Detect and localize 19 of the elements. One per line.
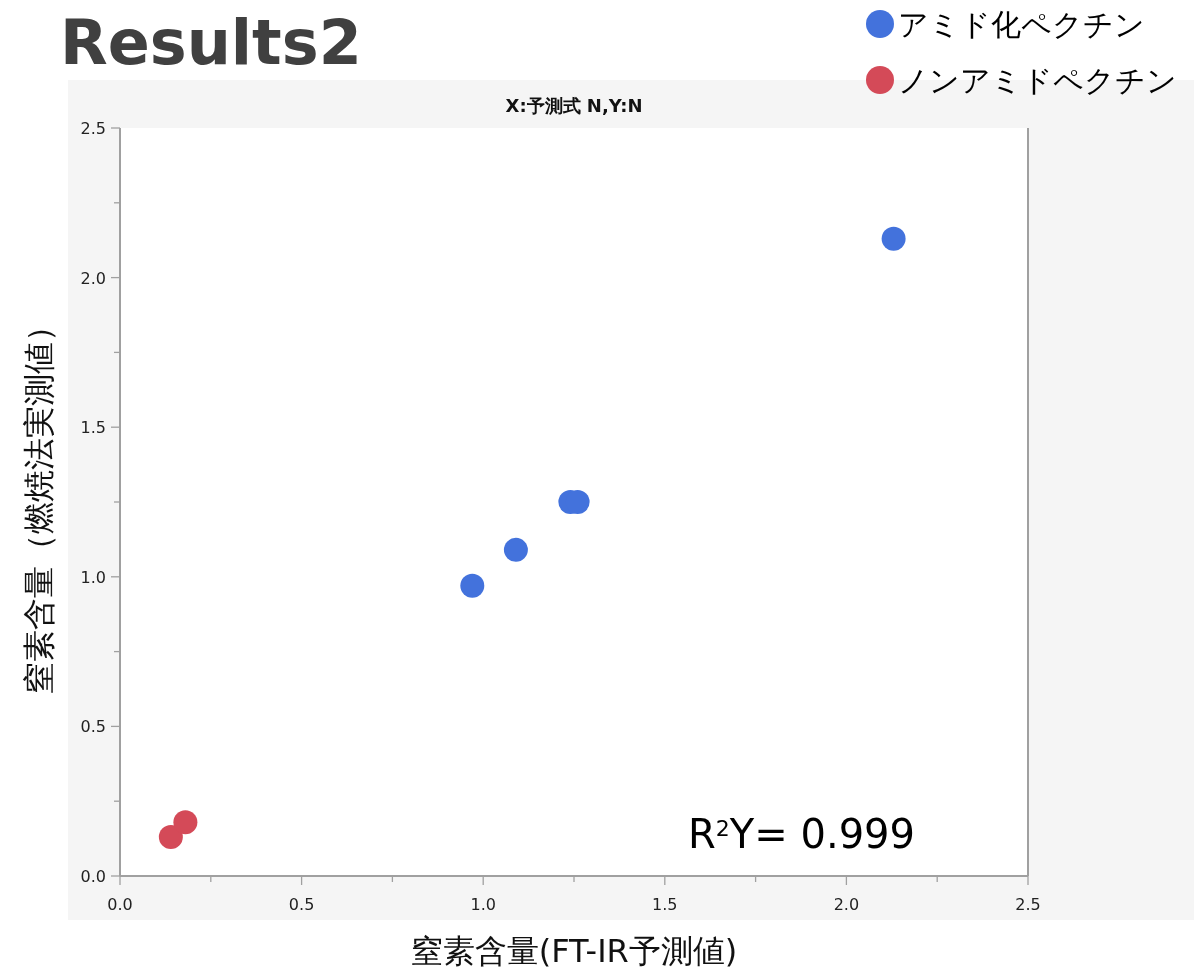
- x-tick-label: 2.5: [1015, 895, 1041, 914]
- chart-subtitle: X:予測式 N,Y:N: [505, 95, 643, 116]
- y-tick-label: 0.5: [80, 717, 106, 737]
- y-tick-label: 2.5: [80, 119, 106, 138]
- annotation: R$^{2}$Y= 0.999: [688, 811, 915, 857]
- x-axis-title: 窒素含量(FT-IR予測値): [410, 932, 738, 970]
- x-tick-label: 0.5: [288, 895, 315, 914]
- x-tick-label: 2.0: [833, 895, 860, 914]
- x-tick-label: 1.5: [652, 895, 678, 914]
- y-tick-label: 1.0: [80, 567, 106, 587]
- y-tick-label: 1.5: [80, 418, 106, 438]
- legend-label: ノンアミドペクチン: [898, 63, 1177, 98]
- x-tick-label: 0.0: [107, 895, 133, 914]
- chart-title: Results2: [60, 6, 362, 79]
- y-tick-label: 0.0: [80, 867, 106, 886]
- x-tick-label: 1.0: [470, 895, 496, 914]
- legend-label: アミド化ペクチン: [898, 7, 1145, 42]
- y-tick-label: 2.0: [80, 268, 106, 288]
- y-axis-title: 窒素含量（燃焼法実測値）: [20, 310, 58, 694]
